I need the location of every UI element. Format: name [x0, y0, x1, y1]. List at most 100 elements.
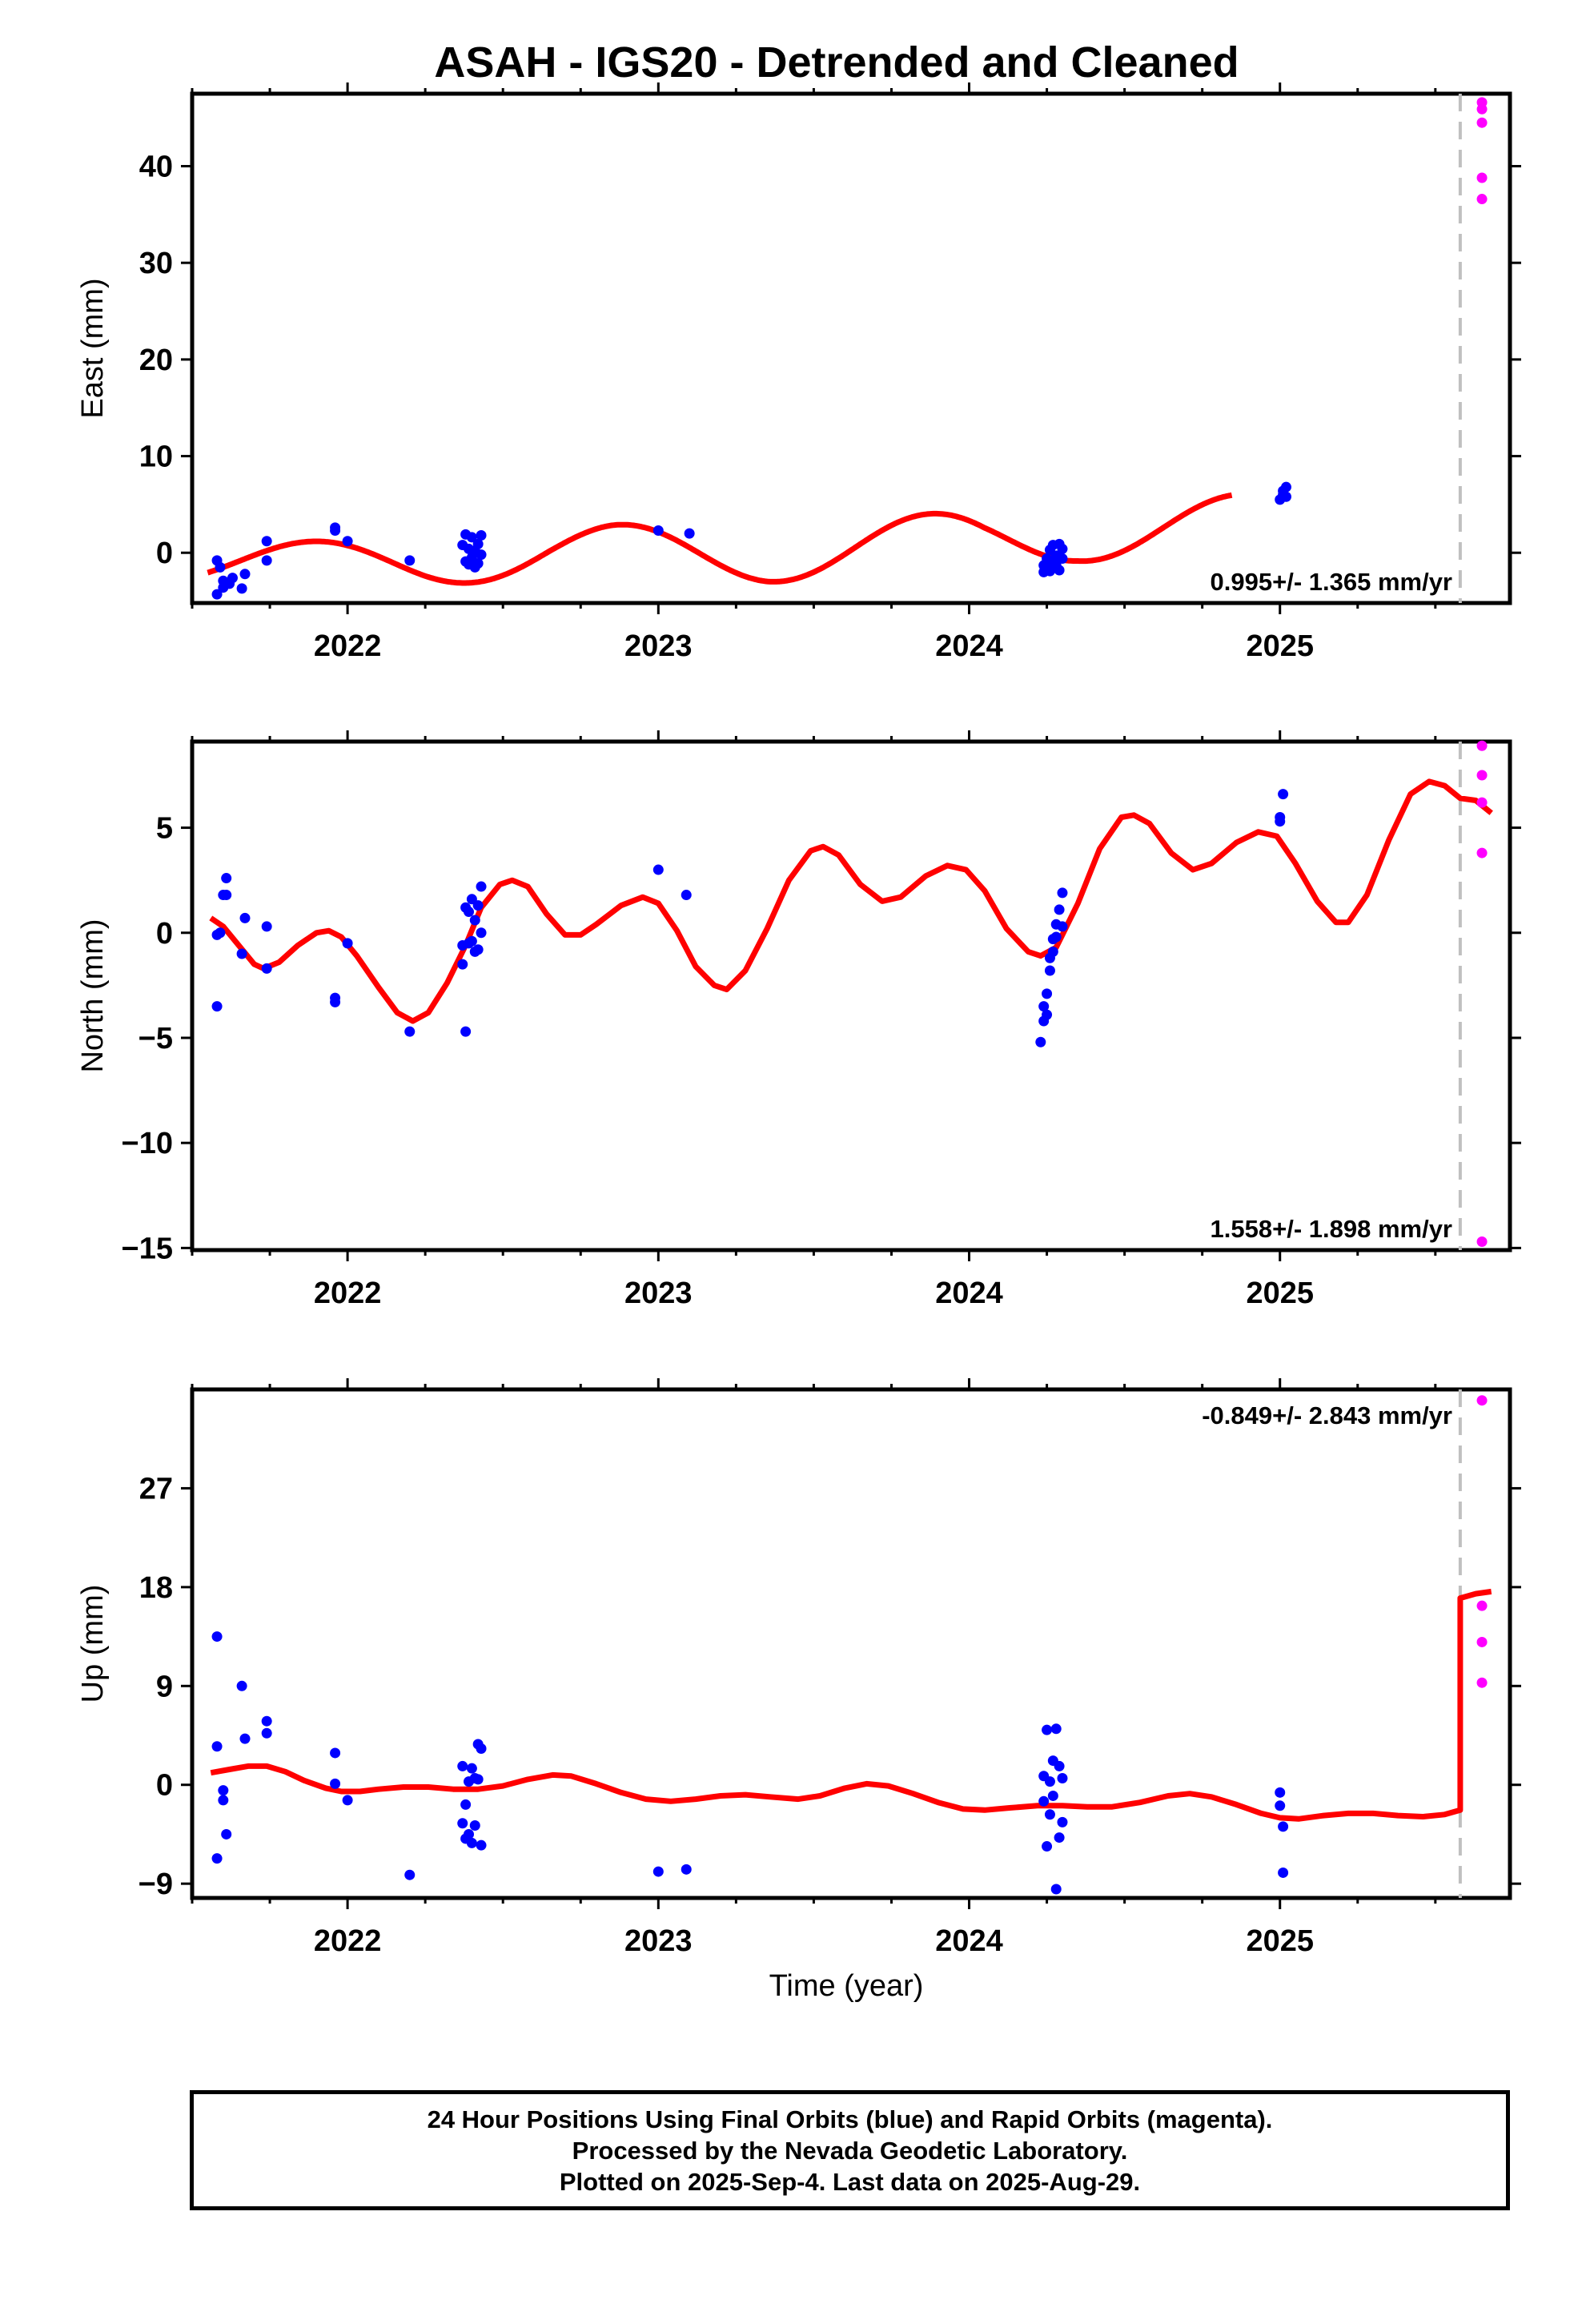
final-orbit-point — [472, 944, 484, 955]
plot-frame — [190, 91, 1512, 605]
final-orbit-point — [681, 890, 692, 901]
final-orbit-point — [1280, 481, 1291, 493]
final-orbit-point — [211, 1741, 223, 1752]
final-orbit-point — [1044, 1776, 1055, 1787]
final-orbit-point — [472, 538, 484, 549]
panel-north: 2022 2023 2024 2025 −15 −10 −5 0 5 North (mm) 1.55… — [76, 730, 1521, 1310]
x-tick-label: 2022 — [314, 629, 382, 663]
final-orbit-point — [1050, 1723, 1062, 1735]
final-orbit-point — [1042, 1724, 1053, 1735]
y-tick-label: −15 — [122, 1232, 173, 1265]
x-tick-label: 2023 — [624, 1277, 693, 1310]
final-orbit-point — [476, 530, 487, 541]
model-curve — [210, 1588, 1492, 1822]
rapid-orbit-point — [1476, 194, 1488, 205]
final-orbit-point — [239, 912, 251, 923]
x-tick-label: 2023 — [624, 629, 693, 663]
final-orbit-point — [1278, 1821, 1289, 1832]
final-orbit-point — [221, 890, 232, 901]
final-orbit-point — [1038, 1001, 1050, 1012]
footer-line-3: Plotted on 2025-Sep-4. Last data on 2025… — [559, 2167, 1141, 2196]
plot-area — [206, 94, 1488, 603]
y-axis-label: Up (mm) — [76, 1585, 110, 1703]
final-orbit-point — [464, 907, 475, 918]
x-tick-label: 2024 — [935, 629, 1003, 663]
final-orbit-point — [457, 959, 468, 970]
y-tick-label: −5 — [139, 1022, 173, 1055]
panel-east: 2022 2023 2024 2025 0 10 20 30 40 East (mm) 0.995+… — [76, 82, 1521, 663]
final-orbit-point — [1042, 1009, 1053, 1020]
rapid-orbit-point — [1476, 103, 1488, 115]
plot-frame — [190, 739, 1512, 1252]
y-tick-label: −9 — [139, 1868, 173, 1901]
x-tick-label: 2022 — [314, 1924, 382, 1958]
final-orbit-point — [1054, 565, 1065, 576]
final-orbit-point — [261, 555, 272, 566]
final-orbit-point — [460, 1799, 472, 1810]
final-orbit-point — [652, 1866, 664, 1877]
final-orbit-point — [472, 1774, 484, 1785]
final-orbit-point — [342, 536, 353, 547]
y-tick-label: 30 — [139, 247, 173, 280]
final-orbit-point — [215, 561, 226, 573]
y-tick-label: 10 — [139, 440, 173, 474]
final-orbit-point — [457, 1818, 468, 1829]
y-tick-label: 20 — [139, 344, 173, 377]
rapid-orbit-point — [1476, 797, 1488, 808]
y-axis-label: East (mm) — [76, 278, 110, 418]
final-orbit-point — [652, 525, 664, 536]
final-orbit-point — [469, 915, 480, 926]
final-orbit-point — [218, 1795, 229, 1806]
final-orbit-point — [652, 864, 664, 875]
final-orbit-point — [221, 1828, 232, 1839]
y-tick-label: 18 — [139, 1571, 173, 1605]
final-orbit-point — [1057, 1773, 1068, 1784]
x-tick-label: 2024 — [935, 1924, 1003, 1958]
final-orbit-point — [1044, 1809, 1055, 1820]
final-orbit-point — [466, 1837, 477, 1848]
chart-title: ASAH - IGS20 - Detrended and Cleaned — [434, 38, 1239, 86]
y-tick-label: 40 — [139, 151, 173, 184]
final-orbit-point — [236, 583, 247, 594]
final-orbit-point — [1057, 553, 1068, 564]
final-orbit-point — [1057, 887, 1068, 899]
final-orbit-point — [330, 996, 341, 1007]
final-orbit-point — [466, 532, 477, 543]
final-orbit-point — [261, 1715, 272, 1727]
final-orbit-point — [1044, 965, 1055, 976]
y-tick-label: 0 — [156, 537, 173, 570]
rapid-orbit-point — [1476, 1236, 1488, 1248]
final-orbit-point — [211, 589, 223, 600]
x-tick-label: 2025 — [1246, 1924, 1314, 1958]
panel-up: 2022 2023 2024 2025 −9 0 9 18 27 Up (mm) -0.849+/-… — [76, 1378, 1521, 1958]
y-tick-label: 5 — [156, 812, 173, 846]
final-orbit-point — [261, 921, 272, 932]
final-orbit-point — [1278, 1867, 1289, 1878]
final-orbit-point — [211, 1853, 223, 1864]
x-tick-label: 2024 — [935, 1277, 1003, 1310]
final-orbit-point — [1050, 1884, 1062, 1895]
final-orbit-point — [476, 927, 487, 939]
footer-caption-box: 24 Hour Positions Using Final Orbits (bl… — [190, 2090, 1510, 2210]
y-tick-label: 27 — [139, 1472, 173, 1506]
final-orbit-point — [261, 963, 272, 974]
final-orbit-point — [1275, 1787, 1286, 1798]
rapid-orbit-point — [1476, 770, 1488, 781]
final-orbit-point — [261, 536, 272, 547]
final-orbit-point — [330, 1747, 341, 1759]
final-orbit-point — [218, 1785, 229, 1796]
model-curve — [206, 492, 1234, 586]
x-axis-label: Time (year) — [769, 1969, 924, 2003]
final-orbit-point — [261, 1727, 272, 1739]
x-tick-label: 2025 — [1246, 1277, 1314, 1310]
final-orbit-point — [404, 1026, 416, 1037]
footer-line-1: 24 Hour Positions Using Final Orbits (bl… — [427, 2105, 1273, 2133]
x-tick-label: 2025 — [1246, 629, 1314, 663]
final-orbit-point — [236, 948, 247, 959]
plot-area — [209, 740, 1493, 1250]
y-tick-label: 0 — [156, 917, 173, 951]
final-orbit-point — [1050, 931, 1062, 943]
final-orbit-point — [1275, 1800, 1286, 1811]
rapid-orbit-point — [1476, 172, 1488, 183]
final-orbit-point — [681, 1864, 692, 1875]
